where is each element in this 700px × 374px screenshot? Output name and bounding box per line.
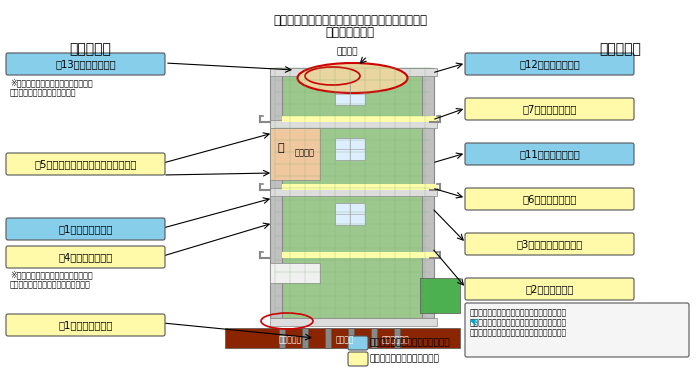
Bar xyxy=(394,328,400,348)
Bar xyxy=(282,116,437,122)
Bar xyxy=(348,328,354,348)
FancyBboxPatch shape xyxy=(6,218,165,240)
Bar xyxy=(422,68,434,318)
FancyBboxPatch shape xyxy=(465,278,634,300)
FancyBboxPatch shape xyxy=(6,153,165,175)
Bar xyxy=(270,128,320,180)
Text: の調査対象とする。外壁全体を確認。: の調査対象とする。外壁全体を確認。 xyxy=(10,280,91,289)
Text: 【7】天井（構造）: 【7】天井（構造） xyxy=(522,104,577,114)
FancyBboxPatch shape xyxy=(465,53,634,75)
Bar xyxy=(279,328,285,348)
Text: 【13】屋根（雨水）: 【13】屋根（雨水） xyxy=(55,59,116,69)
Bar xyxy=(335,138,365,160)
Bar xyxy=(270,188,437,196)
Text: 〈外　部〉: 〈外 部〉 xyxy=(69,42,111,56)
Text: 【6】内壁（構造）: 【6】内壁（構造） xyxy=(522,194,577,204)
Bar xyxy=(270,318,437,326)
Bar xyxy=(225,328,460,348)
Text: 【住戸型調査】においては、共同住宅等の主要
な出入口から当該住戸に至る経路上及び当該対
象住戸から確認できる部分も調査対象である。: 【住戸型調査】においては、共同住宅等の主要 な出入口から当該住戸に至る経路上及び… xyxy=(470,308,567,338)
Bar xyxy=(275,68,430,318)
Text: 【3】柱及び梁（構造）: 【3】柱及び梁（構造） xyxy=(517,239,582,249)
Text: 【1】基礎（構造）: 【1】基礎（構造） xyxy=(58,320,113,330)
Bar xyxy=(282,252,437,258)
Text: 【12】天井（雨水）: 【12】天井（雨水） xyxy=(519,59,580,69)
Text: 雨水の浸入を防止する部分の調査: 雨水の浸入を防止する部分の調査 xyxy=(370,338,451,347)
Text: ※バルコニー立上がり（外側）も外壁: ※バルコニー立上がり（外側）も外壁 xyxy=(10,270,92,279)
Bar xyxy=(371,328,377,348)
Bar xyxy=(420,278,460,313)
FancyBboxPatch shape xyxy=(465,303,689,357)
Bar xyxy=(270,263,320,283)
Text: 屋上防水: 屋上防水 xyxy=(337,47,358,56)
Text: ※住戸型調査の場合は長期修繕計画を: ※住戸型調査の場合は長期修繕計画を xyxy=(10,78,92,87)
Text: バルコニー: バルコニー xyxy=(279,335,302,344)
Bar xyxy=(282,184,437,190)
FancyBboxPatch shape xyxy=(465,188,634,210)
FancyBboxPatch shape xyxy=(465,98,634,120)
FancyBboxPatch shape xyxy=(465,143,634,165)
Text: 有する場合は調査を要しない。: 有する場合は調査を要しない。 xyxy=(10,88,76,97)
Text: 【5】バルコニー・共用廊下（構造）: 【5】バルコニー・共用廊下（構造） xyxy=(34,159,137,169)
FancyBboxPatch shape xyxy=(465,233,634,255)
Text: 〈内　部〉: 〈内 部〉 xyxy=(599,42,641,56)
Bar xyxy=(270,68,437,76)
Bar xyxy=(335,203,365,225)
Text: 【2】床（構造）: 【2】床（構造） xyxy=(525,284,574,294)
Bar xyxy=(270,120,437,128)
Ellipse shape xyxy=(298,63,407,93)
Text: 共用廊下: 共用廊下 xyxy=(336,335,354,344)
Text: 🚶: 🚶 xyxy=(278,143,284,153)
Text: 【11】内壁（雨水）: 【11】内壁（雨水） xyxy=(519,149,580,159)
Text: （住戸型調査）: （住戸型調査） xyxy=(326,26,374,39)
FancyBboxPatch shape xyxy=(348,352,368,366)
Text: 【1】外壁（雨水）: 【1】外壁（雨水） xyxy=(58,224,113,234)
Text: 【鉄筋コンクリート造（共同住宅）の調査対象】: 【鉄筋コンクリート造（共同住宅）の調査対象】 xyxy=(273,14,427,27)
Text: 【4】外壁（構造）: 【4】外壁（構造） xyxy=(58,252,113,262)
FancyBboxPatch shape xyxy=(6,53,165,75)
Bar xyxy=(325,328,331,348)
FancyBboxPatch shape xyxy=(6,314,165,336)
Bar xyxy=(335,83,365,105)
Bar xyxy=(270,68,282,318)
Text: 構造耐力上主要な部分の調査: 構造耐力上主要な部分の調査 xyxy=(370,355,440,364)
FancyBboxPatch shape xyxy=(6,246,165,268)
Text: 対象住戸: 対象住戸 xyxy=(295,148,315,157)
Bar xyxy=(302,328,308,348)
Text: エントランス: エントランス xyxy=(381,335,409,344)
FancyBboxPatch shape xyxy=(348,336,368,350)
